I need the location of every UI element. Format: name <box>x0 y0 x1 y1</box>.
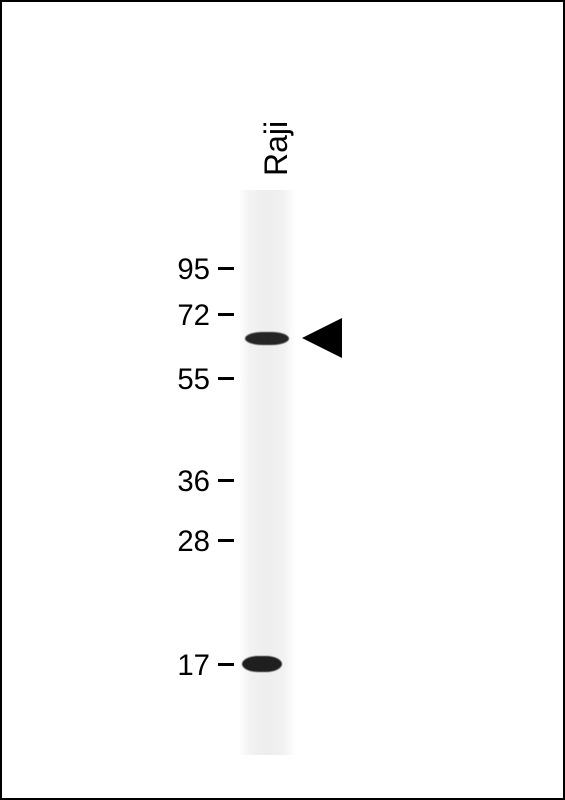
mw-tick <box>218 479 234 482</box>
mw-label: 17 <box>177 649 210 683</box>
lower-band <box>242 656 282 672</box>
mw-tick <box>218 377 234 380</box>
mw-tick <box>218 267 234 270</box>
mw-tick <box>218 663 234 666</box>
blot-plot: Raji 95 72 55 36 28 17 <box>0 0 565 800</box>
mw-label: 72 <box>177 299 210 333</box>
lane-label: Raji <box>258 121 295 176</box>
mw-label: 55 <box>177 363 210 397</box>
mw-tick <box>218 313 234 316</box>
band-arrow-icon <box>302 318 342 358</box>
mw-label: 95 <box>177 253 210 287</box>
primary-band <box>245 332 289 345</box>
mw-label: 28 <box>177 525 210 559</box>
mw-label: 36 <box>177 465 210 499</box>
mw-tick <box>218 539 234 542</box>
